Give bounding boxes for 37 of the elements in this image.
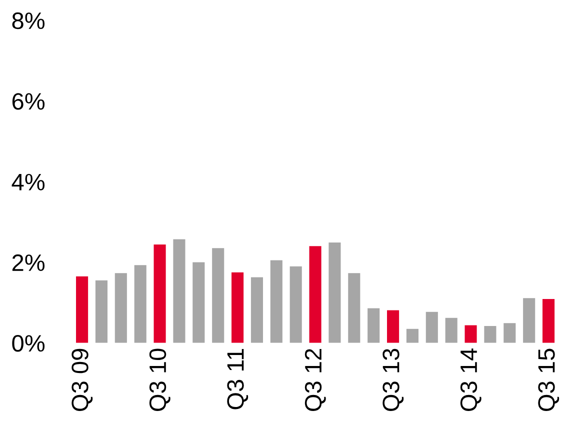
y-tick-label: 4% [12,174,45,190]
bar [192,262,205,343]
bar [426,312,438,343]
x-tick-label: Q3 13 [382,348,404,411]
x-tick-label: Q3 12 [304,348,326,411]
bar [290,266,302,343]
y-tick-label: 8% [12,12,45,30]
bar [76,276,88,343]
bar [484,326,496,343]
x-tick-label: Q3 14 [460,348,482,411]
bar [464,325,477,343]
bar [114,273,127,343]
bar [368,308,380,343]
y-tick-label: 0% [12,335,45,352]
bar [250,277,263,343]
bar [523,298,536,343]
x-tick-label: Q3 09 [72,348,93,411]
bar [542,298,555,343]
bar [95,280,108,343]
bar [270,260,282,343]
x-tick-label: Q3 15 [538,348,560,411]
bar [134,265,146,343]
y-tick-label: 2% [12,254,45,271]
bar [406,328,418,343]
y-tick-label: 6% [12,93,45,110]
bar [328,242,341,343]
bar [348,273,360,343]
bar [309,246,322,343]
x-tick-label: Q3 11 [227,348,248,410]
bar [173,239,186,343]
bar [387,310,400,343]
bar [445,318,458,343]
bar [154,244,166,343]
bar [504,323,516,343]
bar [212,248,224,343]
x-tick-label: Q3 10 [149,348,170,411]
bar [232,272,244,343]
